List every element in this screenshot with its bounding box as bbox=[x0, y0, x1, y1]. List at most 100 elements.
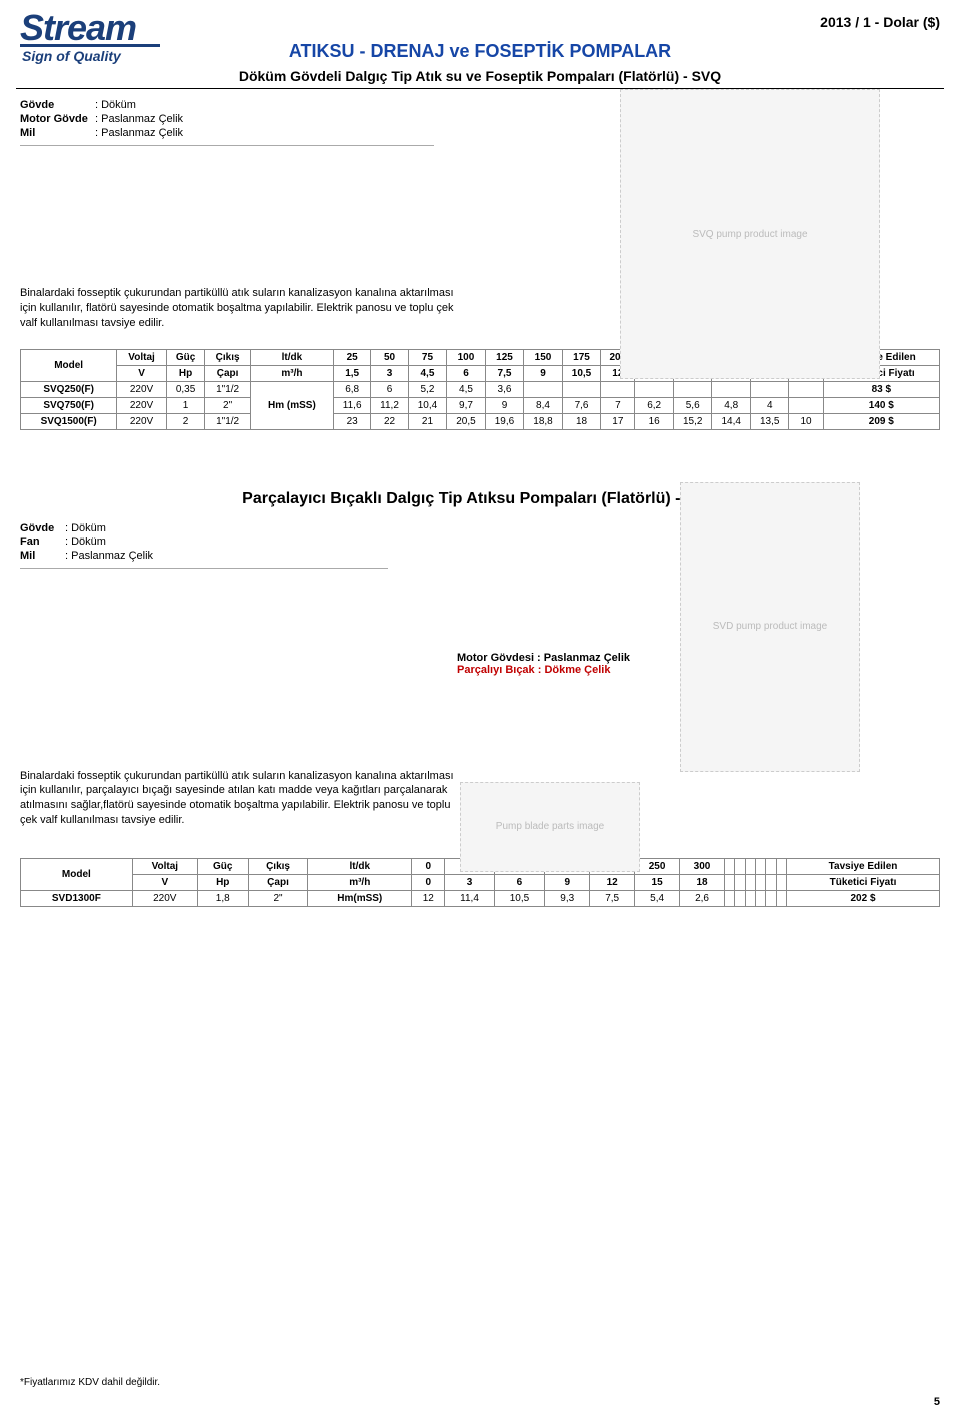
col-m3h-val: 12 bbox=[590, 874, 635, 890]
cell-value: 16 bbox=[635, 413, 674, 429]
logo-word: Stream bbox=[20, 10, 160, 46]
col-tavsiye: Tavsiye Edilen bbox=[787, 858, 940, 874]
cell-value: 9 bbox=[485, 397, 524, 413]
col-m3h: m³/h bbox=[250, 365, 333, 381]
col-m3h-val: 6 bbox=[447, 365, 486, 381]
col-blank bbox=[776, 858, 786, 874]
col-m3h-val: 3 bbox=[445, 874, 494, 890]
table-row: SVQ1500(F)220V21"1/223222120,519,618,818… bbox=[21, 413, 940, 429]
col-blank bbox=[776, 874, 786, 890]
cell-voltaj: 220V bbox=[117, 413, 167, 429]
cell-price: 202 $ bbox=[787, 890, 940, 906]
col-ltdk-val: 300 bbox=[680, 858, 725, 874]
col-blank bbox=[766, 858, 776, 874]
cell-value: 9,3 bbox=[545, 890, 590, 906]
brand-logo: Stream Sign of Quality bbox=[20, 10, 160, 63]
cell-price: 83 $ bbox=[823, 381, 939, 397]
col-ltdk-val: 0 bbox=[412, 858, 445, 874]
cell-guc: 1,8 bbox=[197, 890, 248, 906]
cell-value: 20,5 bbox=[447, 413, 486, 429]
cell-value: 15,2 bbox=[673, 413, 712, 429]
product-image-svq: SVQ pump product image bbox=[620, 89, 880, 379]
table-row: SVD1300F220V1,82"Hm(mSS)1211,410,59,37,5… bbox=[21, 890, 940, 906]
cell-price: 209 $ bbox=[823, 413, 939, 429]
cell-voltaj: 220V bbox=[132, 890, 197, 906]
cell-guc: 1 bbox=[166, 397, 205, 413]
cell-value: 14,4 bbox=[712, 413, 751, 429]
cell-value: 6,2 bbox=[635, 397, 674, 413]
col-voltaj: Voltaj bbox=[132, 858, 197, 874]
col-cikis-sub: Çapı bbox=[248, 874, 308, 890]
col-blank bbox=[756, 874, 766, 890]
col-cikis: Çıkış bbox=[205, 349, 251, 365]
col-blank bbox=[745, 858, 755, 874]
col-voltaj-sub: V bbox=[117, 365, 167, 381]
section-svq: Gövde: Döküm Motor Gövde: Paslanmaz Çeli… bbox=[0, 99, 960, 430]
col-guc-sub: Hp bbox=[166, 365, 205, 381]
col-m3h-val: 15 bbox=[635, 874, 680, 890]
col-ltdk: lt/dk bbox=[250, 349, 333, 365]
cell-value bbox=[601, 381, 635, 397]
spec-label: Mil bbox=[20, 127, 95, 139]
cell-model: SVQ1500(F) bbox=[21, 413, 117, 429]
col-model: Model bbox=[21, 858, 133, 890]
cell-value: 18 bbox=[562, 413, 601, 429]
cell-value bbox=[789, 397, 823, 413]
footer-note: *Fiyatlarımız KDV dahil değildir. bbox=[20, 1377, 160, 1388]
cell-value: 7,6 bbox=[562, 397, 601, 413]
cell-value: 10 bbox=[789, 413, 823, 429]
cell-value: 6,8 bbox=[333, 381, 370, 397]
spec-label: Mil bbox=[20, 550, 65, 562]
cell-hm-label: Hm (mSS) bbox=[250, 381, 333, 429]
spec-value: : Paslanmaz Çelik bbox=[65, 550, 153, 562]
col-cikis-sub: Çapı bbox=[205, 365, 251, 381]
col-m3h: m³/h bbox=[308, 874, 412, 890]
sub-title: Döküm Gövdeli Dalgıç Tip Atık su ve Fose… bbox=[16, 68, 944, 89]
cell-blank bbox=[776, 890, 786, 906]
cell-value: 23 bbox=[333, 413, 370, 429]
cell-value: 10,4 bbox=[408, 397, 447, 413]
col-blank bbox=[766, 874, 776, 890]
spec-list-svq: Gövde: Döküm Motor Gövde: Paslanmaz Çeli… bbox=[20, 99, 434, 146]
spec-label: Motor Gövde bbox=[20, 113, 95, 125]
col-blank bbox=[756, 858, 766, 874]
cell-value: 5,6 bbox=[673, 397, 712, 413]
cell-value: 11,4 bbox=[445, 890, 494, 906]
col-blank bbox=[745, 874, 755, 890]
col-model: Model bbox=[21, 349, 117, 381]
col-voltaj: Voltaj bbox=[117, 349, 167, 365]
date-currency-label: 2013 / 1 - Dolar ($) bbox=[820, 10, 940, 30]
cell-value: 11,2 bbox=[371, 397, 408, 413]
motor-note-line2: Parçalıyı Bıçak : Dökme Çelik bbox=[457, 664, 630, 676]
spec-label: Fan bbox=[20, 536, 65, 548]
product-image-svd-parts: Pump blade parts image bbox=[460, 782, 640, 872]
col-ltdk-val: 150 bbox=[524, 349, 563, 365]
col-m3h-val: 10,5 bbox=[562, 365, 601, 381]
col-blank bbox=[735, 874, 745, 890]
cell-value: 7 bbox=[601, 397, 635, 413]
col-m3h-val: 1,5 bbox=[333, 365, 370, 381]
spec-label: Gövde bbox=[20, 99, 95, 111]
cell-hm-label: Hm(mSS) bbox=[308, 890, 412, 906]
cell-cikis: 1"1/2 bbox=[205, 381, 251, 397]
cell-model: SVD1300F bbox=[21, 890, 133, 906]
cell-blank bbox=[766, 890, 776, 906]
cell-cikis: 2" bbox=[205, 397, 251, 413]
cell-value: 17 bbox=[601, 413, 635, 429]
cell-model: SVQ750(F) bbox=[21, 397, 117, 413]
col-m3h-val: 18 bbox=[680, 874, 725, 890]
cell-value bbox=[750, 381, 789, 397]
cell-blank bbox=[724, 890, 734, 906]
cell-value bbox=[524, 381, 563, 397]
cell-value: 9,7 bbox=[447, 397, 486, 413]
product-image-svd: SVD pump product image bbox=[680, 482, 860, 772]
col-m3h-val: 4,5 bbox=[408, 365, 447, 381]
col-ltdk-val: 75 bbox=[408, 349, 447, 365]
table-row: SVQ750(F)220V12"11,611,210,49,798,47,676… bbox=[21, 397, 940, 413]
cell-value: 2,6 bbox=[680, 890, 725, 906]
table-row: SVQ250(F)220V0,351"1/2Hm (mSS)6,865,24,5… bbox=[21, 381, 940, 397]
motor-note-line1: Motor Gövdesi : Paslanmaz Çelik bbox=[457, 652, 630, 664]
description-svd: Binalardaki fosseptik çukurundan partikü… bbox=[20, 769, 462, 828]
section-svd: Gövde: Döküm Fan: Döküm Mil: Paslanmaz Ç… bbox=[0, 522, 960, 907]
col-ltdk-val: 25 bbox=[333, 349, 370, 365]
